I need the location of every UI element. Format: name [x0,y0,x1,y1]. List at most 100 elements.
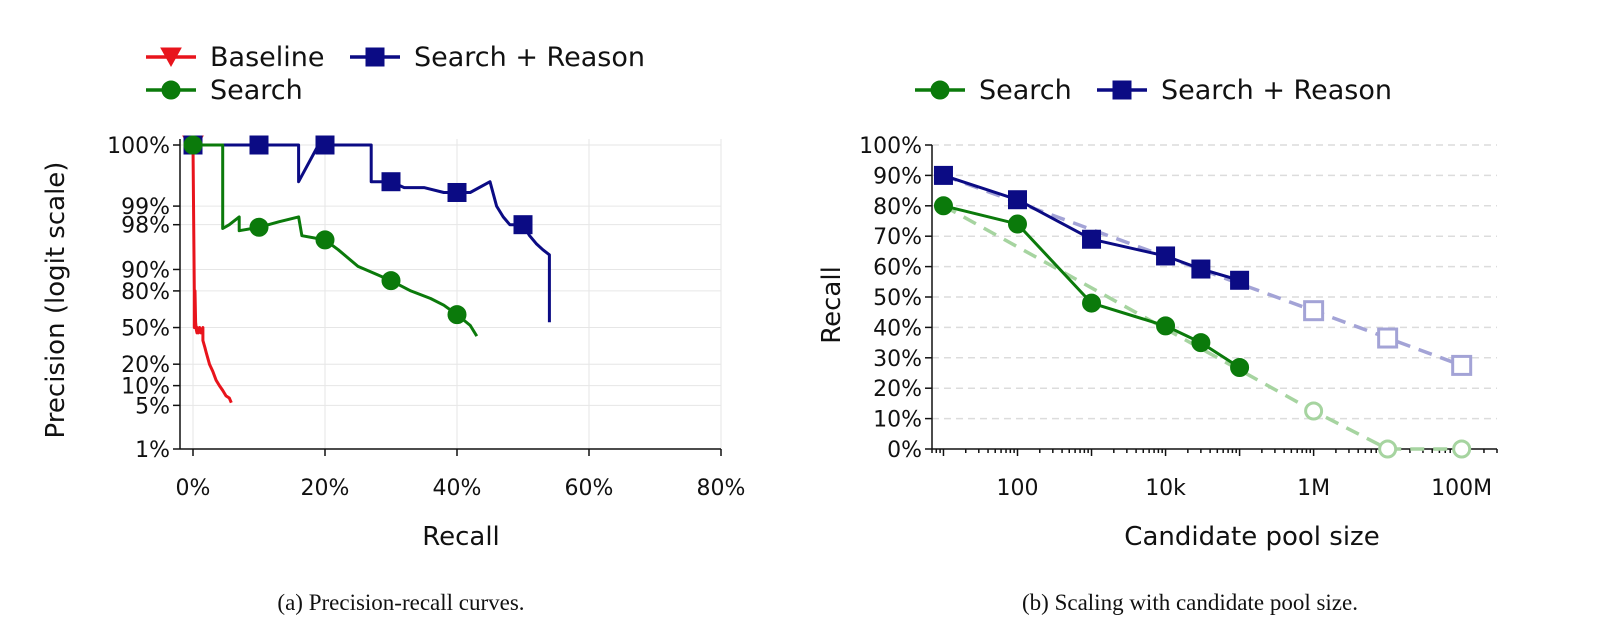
panel-a-point-search [249,217,269,237]
panel-a-legend-baseline: Baseline [146,42,324,73]
panel-b-ytick-label: 100% [859,134,922,159]
panel-a-axes [179,139,721,450]
panel-b-xtick-label: 1M [1297,476,1330,501]
panel-b-grid [932,144,1497,420]
panel-a-legend-search: Search [146,75,303,106]
panel-a-ytick-label: 5% [135,394,170,419]
legend-label: Search [979,75,1072,106]
panel-b-series-search-reason [933,165,1250,290]
panel-b-point-search [933,196,953,216]
legend-label: Baseline [210,42,324,73]
panel-b-extrapolation-search [942,204,1472,459]
panel-b-extrapolated-point [1378,439,1398,459]
panel-a-series [182,135,551,404]
panel-b-series-search [933,196,1250,378]
legend-swatch-marker [1112,80,1132,100]
panel-b-ytick-label: 80% [873,195,922,220]
panel-b-ticks: 0% 10% 20% 30% 40% 50% 60% 70% 80% 90% 100% 100 10k 1… [859,134,1498,501]
legend-label: Search [210,75,303,106]
panel-a-point-search [381,271,401,291]
panel-a-ticks: 0% 20% 40% 60% 80%1%5%10%20%50%80%90%98%99%1… [107,134,745,501]
panel-b-ytick-label: 40% [873,316,922,341]
panel-b-ytick-label: 30% [873,347,922,372]
panel-a-line-search-reason [193,143,551,323]
panel-a-point-search-reason [249,135,269,155]
panel-b-xtick-label: 10k [1145,476,1186,501]
panel-b-ytick-label: 70% [873,225,922,250]
panel-b-ytick-label: 50% [873,286,922,311]
panel-a-point-search [315,230,335,250]
panel-b-extrapolated-point [1451,354,1473,376]
panel-a-line-baseline [191,144,233,404]
panel-a-point-search-reason [315,135,335,155]
panel-a-ytick-label: 100% [107,134,170,159]
panel-b-legend: Search Search + Reason [915,75,1392,106]
panel-b-caption: (b) Scaling with candidate pool size. [1022,590,1358,615]
legend-swatch-marker [930,80,950,100]
legend-label: Search + Reason [414,42,645,73]
panel-b-extrapolated-point [1452,439,1472,459]
panel-b-point-search-reason [1156,246,1176,266]
panel-b-series [933,165,1473,459]
panel-a-ytick-label: 10% [121,375,170,400]
panel-a-ytick-label: 1% [135,438,170,463]
panel-a-xtick-label: 80% [697,476,746,501]
panel-a-xtick-label: 60% [565,476,614,501]
panel-b-point-search [1007,214,1027,234]
panel-b-ytick-label: 0% [887,438,922,463]
panel-a-series-search [183,135,479,337]
panel-a-line-search [193,143,479,337]
panel-b: 0% 10% 20% 30% 40% 50% 60% 70% 80% 90% 100% 100 10k 1… [817,75,1498,615]
panel-a-point-search-reason [447,182,467,202]
panel-b-point-search-reason [1191,259,1211,279]
panel-a: 0% 20% 40% 60% 80%1%5%10%20%50%80%90%98%99%1… [41,42,745,615]
panel-b-xtick-label: 100M [1431,476,1492,501]
panel-b-extrapolated-point [1377,327,1399,349]
panel-a-ytick-label: 98% [121,214,170,239]
panel-b-point-search-reason [1082,229,1102,249]
panel-a-point-search [183,135,203,155]
panel-b-ytick-label: 60% [873,256,922,281]
panel-a-xtick-label: 40% [433,476,482,501]
panel-a-point-search-reason [513,215,533,235]
panel-b-extrapolation-line [942,173,1463,368]
panel-b-extrapolated-point [1304,401,1324,421]
panel-b-extrapolation-search-reason [942,173,1473,376]
legend-swatch-marker [161,80,181,100]
panel-b-extrapolation-line [942,204,1462,451]
legend-swatch-marker [160,47,182,68]
panel-b-xlabel: Candidate pool size [1124,522,1379,552]
panel-b-point-search [1082,293,1102,313]
panel-b-legend-search-reason: Search + Reason [1097,75,1392,106]
panel-a-ytick-label: 99% [121,195,170,220]
panel-b-xtick-label: 100 [996,476,1038,501]
panel-b-ylabel: Recall [817,266,847,344]
panel-b-point-search [1191,333,1211,353]
panel-a-xtick-label: 20% [301,476,350,501]
panel-b-point-search-reason [1007,190,1027,210]
panel-a-point-search-reason [381,172,401,192]
panel-b-legend-search: Search [915,75,1072,106]
panel-b-point-search-reason [1230,270,1250,290]
panel-b-ytick-label: 10% [873,408,922,433]
legend-swatch-marker [365,47,385,67]
panel-a-legend: Baseline Search + Reason Search [146,42,645,106]
panel-b-ytick-label: 90% [873,164,922,189]
panel-a-point-search [447,305,467,325]
panel-a-ytick-label: 50% [121,317,170,342]
panel-b-point-search [1230,358,1250,378]
panel-a-ytick-label: 90% [121,258,170,283]
panel-a-ylabel: Precision (logit scale) [41,162,71,439]
panel-a-xtick-label: 0% [176,476,211,501]
panel-a-ytick-label: 80% [121,280,170,305]
panel-b-point-search-reason [933,165,953,185]
legend-label: Search + Reason [1161,75,1392,106]
panel-b-extrapolated-point [1303,300,1325,322]
panel-b-ytick-label: 20% [873,377,922,402]
panel-a-xlabel: Recall [422,522,500,552]
panel-a-ytick-label: 20% [121,353,170,378]
panel-a-caption: (a) Precision-recall curves. [277,590,524,615]
panel-a-legend-search-reason: Search + Reason [350,42,645,73]
panel-b-point-search [1156,316,1176,336]
